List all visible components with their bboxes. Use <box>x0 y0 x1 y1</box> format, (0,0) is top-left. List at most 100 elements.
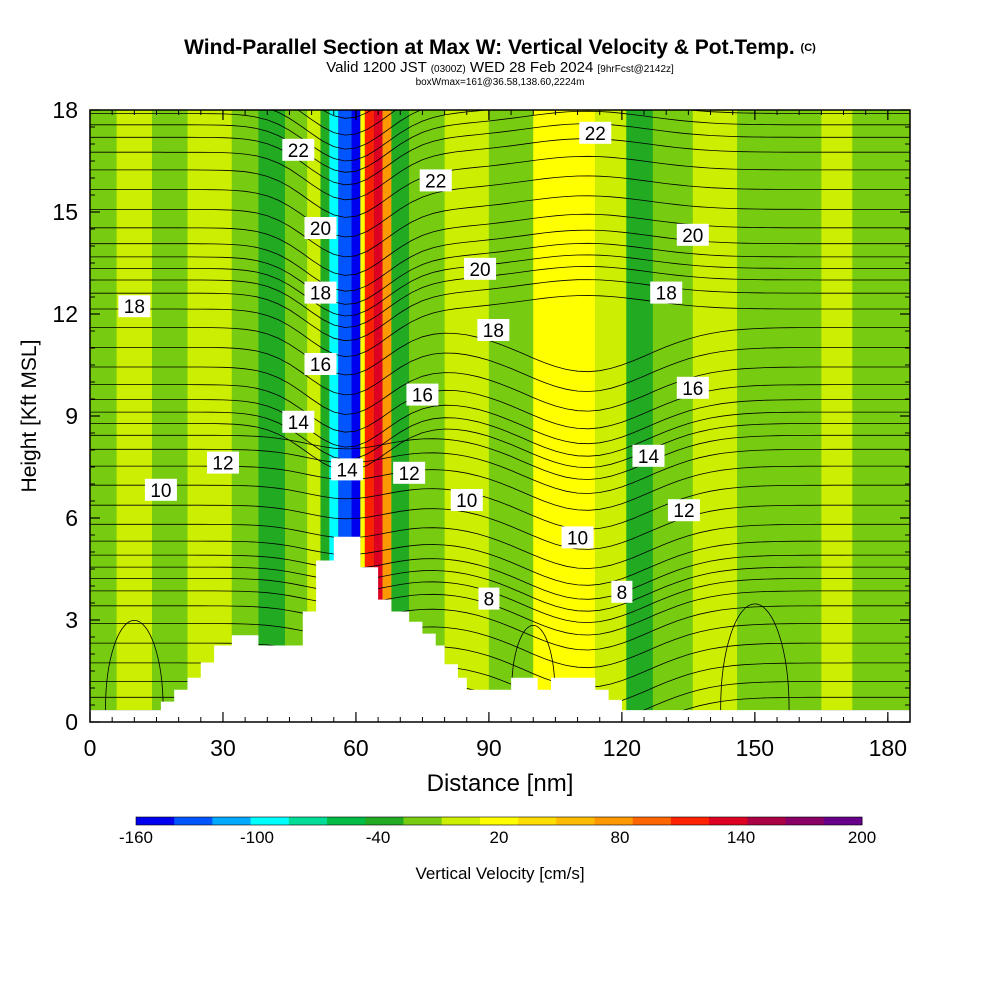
theta-contour-line <box>90 566 910 612</box>
theta-contour-line <box>90 0 910 17</box>
y-tick-label: 15 <box>52 199 78 225</box>
velocity-band <box>116 110 153 722</box>
velocity-band <box>626 110 653 722</box>
theta-label-box <box>611 580 633 603</box>
x-tick-label: 60 <box>343 735 369 761</box>
x-axis-title: Distance [nm] <box>427 770 574 797</box>
theta-contour-line <box>90 110 910 173</box>
theta-label-box <box>419 169 452 192</box>
colorbar-segment <box>327 817 366 825</box>
colorbar-frame <box>135 816 863 826</box>
theta-contour-line <box>90 0 910 43</box>
theta-label: 14 <box>337 460 359 481</box>
theta-contour-line <box>90 540 910 586</box>
velocity-band <box>533 110 596 722</box>
colorbar-tick-label: -40 <box>366 828 391 847</box>
theta-label: 16 <box>310 355 331 376</box>
theta-contours <box>90 0 910 722</box>
theta-label: 16 <box>682 379 703 400</box>
colorbar-segment <box>250 817 290 825</box>
theta-contour-line <box>90 265 910 328</box>
theta-contour-line <box>90 642 910 688</box>
theta-label: 18 <box>310 284 331 305</box>
theta-label: 14 <box>638 447 660 468</box>
x-tick-label: 90 <box>476 735 502 761</box>
colorbar-segment <box>747 817 787 825</box>
theta-contour-line <box>90 155 910 218</box>
theta-label-box <box>304 281 337 304</box>
y-tick-label: 18 <box>52 97 78 123</box>
velocity-band <box>351 110 361 722</box>
theta-label: 10 <box>456 491 477 512</box>
theta-label: 12 <box>212 454 233 475</box>
x-tick-label: 30 <box>210 735 236 761</box>
velocity-band <box>187 110 232 722</box>
theta-label-box <box>118 295 151 318</box>
colorbar-segment <box>288 817 328 825</box>
terrain-profile <box>90 536 910 722</box>
theta-contour-line <box>90 434 910 480</box>
theta-label: 12 <box>399 464 420 485</box>
theta-contour-line <box>90 590 910 636</box>
colorbar-tick-label: 20 <box>490 828 509 847</box>
colorbar-segment <box>709 817 748 825</box>
velocity-band <box>329 110 339 722</box>
theta-label-box <box>477 319 510 341</box>
colorbar-tick-label: -100 <box>240 828 274 847</box>
colorbar-segment <box>441 817 481 825</box>
theta-contour-line <box>90 229 910 292</box>
colorbar-segment <box>403 817 443 825</box>
theta-label-box <box>206 451 239 474</box>
colorbar-segment <box>632 817 672 825</box>
colorbar-segment <box>785 817 825 825</box>
theta-contour-line <box>90 578 910 624</box>
theta-contour-line <box>90 242 910 305</box>
theta-label-box <box>304 353 337 375</box>
colorbar-tick-label: 140 <box>727 828 755 847</box>
theta-label: 20 <box>682 226 703 247</box>
theta-label-box <box>282 138 315 161</box>
theta-contour-line <box>90 484 910 530</box>
theta-label: 18 <box>483 321 504 342</box>
theta-contour-line <box>90 327 910 376</box>
theta-label-box <box>393 461 426 484</box>
velocity-band <box>364 110 374 722</box>
theta-label-box <box>331 458 364 481</box>
theta-contour-line <box>90 38 910 99</box>
y-tick-label: 3 <box>65 607 78 633</box>
theta-contour-line <box>90 254 910 317</box>
velocity-fill <box>90 110 910 722</box>
theta-label: 12 <box>673 501 694 522</box>
terrain <box>90 536 910 722</box>
colorbar-segment <box>174 817 213 825</box>
colorbar-segment <box>670 817 710 825</box>
theta-label-box <box>632 444 665 467</box>
colorbar-segment <box>479 817 519 825</box>
theta-contour-line <box>90 623 910 669</box>
theta-contour-line <box>90 195 910 258</box>
theta-contour-line <box>90 213 910 276</box>
title-block: Wind-Parallel Section at Max W: Vertical… <box>0 36 1000 88</box>
theta-contour-line <box>720 603 790 722</box>
colorbar-segment <box>594 817 634 825</box>
velocity-band <box>488 110 534 722</box>
velocity-band <box>152 110 188 722</box>
theta-label: 14 <box>288 413 310 434</box>
theta-labels: 22 22 22 20 20 20 18 18 18 18 16 16 16 14 14 14 12 12 12 10… <box>118 121 709 611</box>
theta-label: 18 <box>656 284 677 305</box>
theta-label: 8 <box>484 590 495 611</box>
velocity-band <box>382 110 392 722</box>
velocity-band <box>360 110 365 722</box>
colorbar-segment <box>212 817 252 825</box>
y-tick-label: 9 <box>65 403 78 429</box>
theta-label-box <box>579 121 612 144</box>
valid-time: Valid 1200 JST (0300Z) WED 28 Feb 2024 [… <box>326 59 674 76</box>
theta-label-box <box>144 478 177 501</box>
theta-contour-line <box>90 110 910 162</box>
theta-contour-line <box>90 175 910 238</box>
theta-label: 22 <box>585 124 606 145</box>
theta-label: 10 <box>150 481 171 502</box>
theta-contour-line <box>90 0 910 60</box>
theta-label-box <box>282 410 315 433</box>
